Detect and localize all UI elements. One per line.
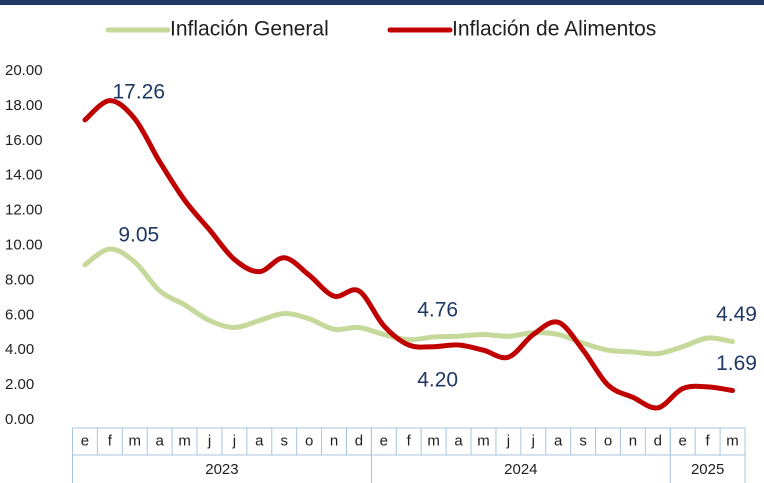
series-line (82, 246, 736, 357)
x-tick-label: e (380, 432, 388, 449)
y-tick-label: 4.00 (5, 341, 34, 358)
x-tick-label: n (330, 432, 338, 449)
legend-label: Inflación de Alimentos (452, 18, 656, 41)
legend-label: Inflación General (170, 18, 329, 41)
x-tick-label: a (554, 432, 563, 449)
x-tick-label: j (207, 432, 211, 449)
top-band (0, 0, 764, 5)
data-label: 1.69 (716, 352, 757, 375)
x-tick-label: o (604, 432, 612, 449)
x-tick-label: m (477, 432, 490, 449)
x-tick-label: a (156, 432, 165, 449)
y-tick-label: 6.00 (5, 306, 34, 323)
x-group-label: 2025 (691, 461, 724, 478)
x-tick-label: a (454, 432, 463, 449)
x-tick-label: m (129, 432, 142, 449)
x-tick-label: e (679, 432, 687, 449)
y-tick-label: 18.00 (5, 97, 43, 114)
x-tick-label: o (305, 432, 313, 449)
y-tick-label: 12.00 (5, 202, 43, 219)
x-tick-label: f (407, 432, 412, 449)
x-tick-label: m (178, 432, 191, 449)
y-tick-label: 14.00 (5, 167, 43, 184)
x-tick-label: e (81, 432, 89, 449)
y-tick-label: 16.00 (5, 132, 43, 149)
x-tick-label: j (232, 432, 236, 449)
data-label: 9.05 (118, 224, 159, 247)
x-tick-label: m (726, 432, 739, 449)
x-tick-label: n (629, 432, 637, 449)
x-tick-label: f (706, 432, 711, 449)
x-group-label: 2023 (205, 461, 238, 478)
y-tick-label: 8.00 (5, 271, 34, 288)
x-tick-label: s (280, 432, 288, 449)
y-tick-label: 2.00 (5, 376, 34, 393)
x-tick-label: m (427, 432, 440, 449)
x-group-label: 2024 (504, 461, 537, 478)
data-label: 4.49 (716, 303, 757, 326)
data-label: 17.26 (112, 80, 165, 103)
y-tick-label: 0.00 (5, 411, 34, 428)
x-tick-label: j (506, 432, 510, 449)
x-tick-label: d (654, 432, 662, 449)
x-tick-label: d (355, 432, 363, 449)
x-tick-label: j (531, 432, 535, 449)
series-line (82, 98, 736, 411)
data-label: 4.20 (417, 368, 458, 391)
x-tick-label: s (579, 432, 587, 449)
data-label: 4.76 (417, 298, 458, 321)
x-tick-label: f (108, 432, 113, 449)
x-tick-label: a (255, 432, 264, 449)
y-tick-label: 20.00 (5, 62, 43, 79)
y-tick-label: 10.00 (5, 236, 43, 253)
